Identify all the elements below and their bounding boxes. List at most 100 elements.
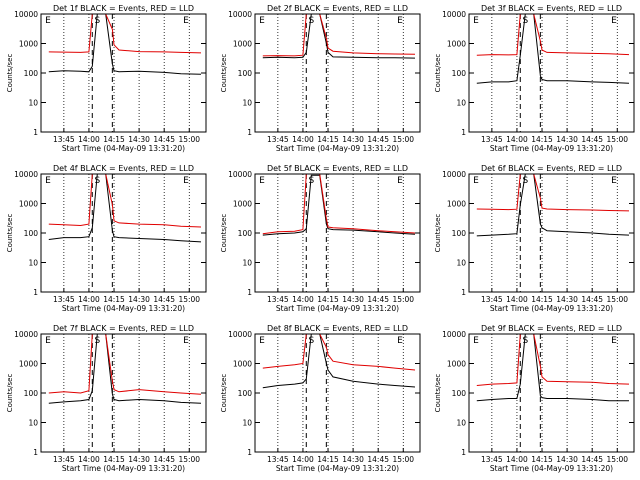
y-tick-label: 100 [452,389,467,398]
y-axis-label: Counts/sec [220,54,228,93]
y-axis-label: Counts/sec [434,214,442,253]
x-tick-label: 14:00 [506,295,528,304]
detector-panel-5: Det 5f BLACK = Events, RED = LLD 1 10 100 10… [220,164,421,313]
x-tick-label: 14:30 [128,295,150,304]
y-axis-label: Counts/sec [6,214,14,253]
y-tick-label: 10 [28,419,38,428]
y-tick-label: 10000 [228,330,252,339]
orbit-marker-e: E [259,176,265,186]
x-tick-label: 15:00 [606,455,628,464]
y-tick-label: 1 [461,448,466,457]
series-lld-line [262,333,416,371]
orbit-marker-e: E [397,336,403,346]
x-tick-label: 14:30 [128,135,150,144]
orbit-marker-e: E [611,336,617,346]
x-tick-label: 14:00 [292,135,314,144]
series-events-line [48,173,202,243]
y-tick-label: 1000 [233,200,252,209]
detector-panel-6: Det 6f BLACK = Events, RED = LLD 1 10 100 10… [434,164,635,313]
x-axis-label: Start Time (04-May-09 13:31:20) [490,304,613,313]
x-axis-label: Start Time (04-May-09 13:31:20) [276,304,399,313]
x-axis-label: Start Time (04-May-09 13:31:20) [62,464,185,473]
series-events-line [476,173,630,237]
x-tick-label: 14:00 [292,455,314,464]
y-tick-label: 100 [452,229,467,238]
x-tick-label: 14:00 [506,135,528,144]
y-tick-label: 10 [242,259,252,268]
x-tick-label: 14:45 [153,135,175,144]
y-tick-label: 10 [456,419,466,428]
panel-title: Det 8f BLACK = Events, RED = LLD [267,324,408,333]
series-events-line [262,13,416,59]
x-tick-label: 13:45 [267,135,289,144]
orbit-marker-s: S [522,176,528,186]
x-tick-label: 14:15 [531,455,553,464]
x-tick-label: 14:15 [531,135,553,144]
panel-title: Det 5f BLACK = Events, RED = LLD [267,164,408,173]
plot-frame [40,173,207,293]
y-tick-label: 1000 [233,40,252,49]
y-tick-label: 10000 [442,10,466,19]
x-tick-label: 13:45 [481,135,503,144]
detector-panel-3: Det 3f BLACK = Events, RED = LLD 1 10 100 10… [434,4,635,153]
orbit-marker-s: S [308,336,314,346]
detector-panel-7: Det 7f BLACK = Events, RED = LLD 1 10 100 10… [6,324,207,473]
x-axis-label: Start Time (04-May-09 13:31:20) [490,464,613,473]
x-tick-label: 14:45 [367,135,389,144]
x-axis-label: Start Time (04-May-09 13:31:20) [276,144,399,153]
x-axis-label: Start Time (04-May-09 13:31:20) [62,144,185,153]
y-tick-label: 10000 [442,170,466,179]
x-tick-label: 14:45 [153,295,175,304]
y-tick-label: 1000 [19,40,38,49]
y-tick-label: 1 [33,128,38,137]
series-events-line [262,174,416,236]
y-tick-label: 10 [456,259,466,268]
y-tick-label: 10000 [228,170,252,179]
orbit-marker-s: S [308,16,314,26]
x-tick-label: 15:00 [392,455,414,464]
orbit-marker-s: S [94,336,100,346]
y-tick-label: 10 [28,259,38,268]
x-tick-label: 14:45 [367,455,389,464]
detector-panel-1: Det 1f BLACK = Events, RED = LLD 1 10 100 10… [6,4,207,153]
orbit-marker-s: S [522,16,528,26]
orbit-marker-e: E [45,16,51,26]
y-tick-label: 1000 [233,360,252,369]
y-tick-label: 100 [238,229,253,238]
y-tick-label: 10000 [14,170,38,179]
panel-title: Det 3f BLACK = Events, RED = LLD [481,4,622,13]
x-tick-label: 14:00 [292,295,314,304]
x-tick-label: 13:45 [53,135,75,144]
x-tick-label: 13:45 [481,295,503,304]
series-events-line [48,333,202,404]
y-tick-label: 1000 [19,200,38,209]
y-tick-label: 1 [461,128,466,137]
x-tick-label: 14:45 [581,295,603,304]
y-tick-label: 100 [24,69,39,78]
orbit-marker-e: E [473,336,479,346]
series-lld-line [262,13,416,57]
y-tick-label: 1 [461,288,466,297]
x-tick-label: 14:45 [581,455,603,464]
orbit-marker-e: E [473,16,479,26]
plot-frame [254,333,421,453]
panel-title: Det 9f BLACK = Events, RED = LLD [481,324,622,333]
orbit-marker-e: E [611,176,617,186]
y-tick-label: 1 [247,448,252,457]
series-events-line [262,333,416,389]
series-lld-line [48,173,202,228]
orbit-marker-e: E [611,16,617,26]
y-tick-label: 10000 [442,330,466,339]
y-tick-label: 1 [33,448,38,457]
detector-panel-9: Det 9f BLACK = Events, RED = LLD 1 10 100 10… [434,324,635,473]
series-lld-line [476,173,630,212]
y-tick-label: 10 [28,99,38,108]
y-tick-label: 100 [24,389,39,398]
x-tick-label: 14:30 [128,455,150,464]
y-tick-label: 100 [238,389,253,398]
y-axis-label: Counts/sec [220,374,228,413]
x-tick-label: 14:30 [556,135,578,144]
panel-title: Det 4f BLACK = Events, RED = LLD [53,164,194,173]
series-lld-line [476,333,630,386]
plot-frame [254,13,421,133]
